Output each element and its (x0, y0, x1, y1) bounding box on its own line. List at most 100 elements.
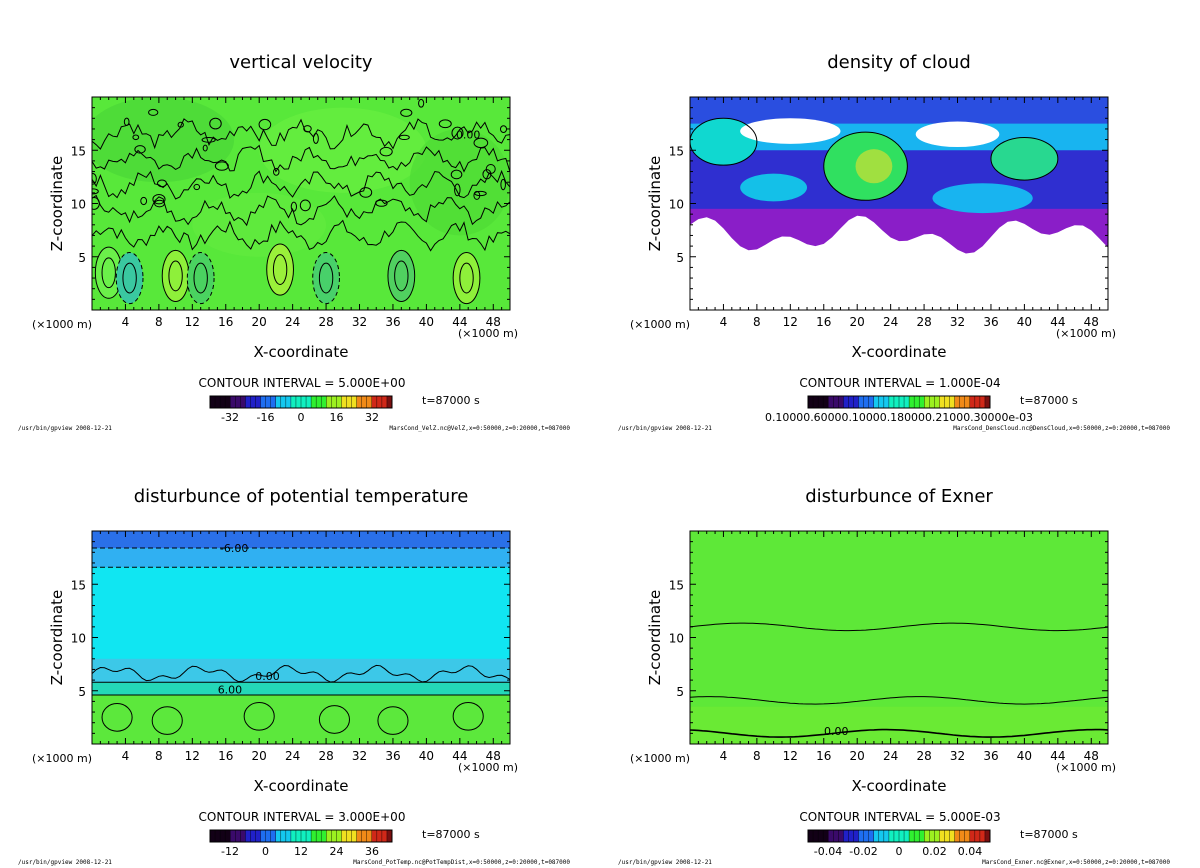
colorbar-swatch (873, 396, 880, 408)
contour-line (474, 190, 487, 197)
colorbar-swatch (301, 830, 307, 842)
contour-line (177, 121, 184, 128)
contour-line (92, 194, 510, 227)
contour-interval: CONTOUR INTERVAL = 3.000E+00 (199, 810, 406, 824)
colorbar-swatch (893, 396, 900, 408)
colorbar-swatch (808, 396, 814, 408)
convective-cell (453, 252, 480, 304)
contour-interval: CONTOUR INTERVAL = 5.000E+00 (199, 376, 406, 390)
contour-line (148, 108, 159, 116)
x-unit-left: (×1000 m) (630, 318, 690, 331)
colorbar-swatch (818, 830, 824, 842)
y-axis-label: Z-coordinate (646, 590, 664, 685)
colorbar-swatch (883, 830, 890, 842)
colorbar-swatch (924, 830, 930, 842)
contour-line (92, 664, 510, 683)
x-tick-label: 48 (486, 749, 501, 763)
colorbar-swatch (285, 830, 292, 842)
colorbar-swatch (934, 396, 940, 408)
x-tick-label: 44 (452, 749, 467, 763)
colorbar-swatch (863, 830, 870, 842)
contour-label: 6.00 (218, 684, 243, 697)
colorbar-swatch (944, 830, 950, 842)
contour-line (101, 257, 116, 289)
y-tick-label: 5 (78, 685, 86, 699)
colorbar-swatch (904, 396, 910, 408)
colorbar-swatch (265, 830, 272, 842)
contour-line (157, 179, 167, 188)
colorbar-swatch (919, 396, 925, 408)
time-stamp: t=87000 s (1020, 828, 1078, 841)
cloud-patch (855, 149, 893, 184)
x-tick-label: 40 (1017, 315, 1032, 329)
contour-line (312, 251, 340, 305)
time-stamp: t=87000 s (1020, 394, 1078, 407)
colorbar-swatch (833, 830, 839, 842)
x-tick-label: 8 (155, 315, 163, 329)
colorbar-tick-label: 0.02 (922, 845, 947, 858)
colorbar-tick-label: -12 (221, 845, 239, 858)
contour-line (193, 183, 201, 191)
colorbar-swatch (929, 830, 935, 842)
colorbar-swatch (838, 396, 844, 408)
x-tick-label: 36 (983, 315, 998, 329)
contour-line (312, 133, 319, 144)
contour-line (202, 144, 208, 152)
contour-line (318, 262, 334, 294)
contour-line (690, 696, 1108, 705)
footer-right: MarsCond_Exner.nc@Exner,x=0:50000,z=0:20… (982, 859, 1170, 866)
colorbar-swatch (346, 396, 352, 408)
colorbar-swatch (341, 830, 347, 842)
colorbar-swatch (220, 830, 226, 842)
colorbar-swatch (893, 830, 900, 842)
colorbar-swatch (843, 830, 849, 842)
colorbar-swatch (371, 396, 378, 408)
colorbar-swatch (823, 830, 829, 842)
colorbar-swatch (321, 396, 327, 408)
colorbar-swatch (808, 830, 814, 842)
colorbar-swatch (311, 396, 317, 408)
convective-cell (387, 250, 415, 302)
contour-line (115, 251, 144, 305)
colorbar-swatch (833, 396, 839, 408)
footer-left: /usr/bin/gpview 2008-12-21 (618, 859, 712, 866)
colorbar-swatch (230, 396, 236, 408)
contour-line (92, 173, 97, 185)
colorbar-swatch (295, 396, 302, 408)
x-tick-label: 36 (983, 749, 998, 763)
y-tick-label: 15 (71, 144, 86, 158)
x-axis-label: X-coordinate (852, 343, 947, 361)
colorbar-swatch (376, 396, 383, 408)
x-tick-label: 12 (185, 749, 200, 763)
colorbar-frame (807, 829, 991, 843)
x-tick-label: 4 (122, 315, 130, 329)
colorbar-swatch (863, 396, 870, 408)
footer-left: /usr/bin/gpview 2008-12-21 (618, 425, 712, 432)
colorbar-swatch (909, 830, 915, 842)
colorbar-swatch (366, 396, 373, 408)
field-patch (409, 128, 510, 236)
colorbar-swatch (255, 396, 261, 408)
contour-line (473, 137, 489, 149)
colorbar-swatch (984, 396, 991, 408)
convective-cell (312, 252, 340, 304)
colorbar-swatch (220, 396, 226, 408)
colorbar-swatch (974, 830, 981, 842)
colorbar-swatch (210, 830, 216, 842)
footer-left: /usr/bin/gpview 2008-12-21 (18, 425, 112, 432)
colorbar-swatch (818, 396, 824, 408)
contour-line (92, 144, 510, 173)
contour-line (690, 622, 1108, 632)
contour-line (201, 137, 216, 143)
colorbar-swatch (366, 830, 373, 842)
colorbar-swatch (386, 830, 393, 842)
colorbar-swatch (270, 830, 277, 842)
colorbar-swatch (356, 830, 363, 842)
colorbar-swatch (939, 830, 945, 842)
footer-left: /usr/bin/gpview 2008-12-21 (18, 859, 112, 866)
x-unit-right: (×1000 m) (1056, 327, 1116, 340)
colorbar-tick-label: -32 (221, 411, 239, 424)
colorbar-swatch (949, 830, 956, 842)
contour-line (500, 178, 506, 191)
